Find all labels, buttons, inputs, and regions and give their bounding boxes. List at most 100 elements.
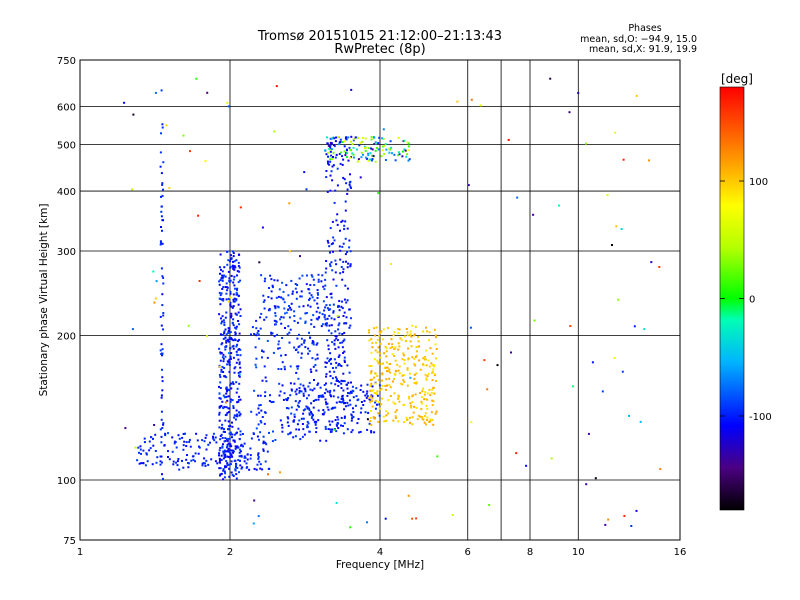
data-point — [260, 421, 263, 424]
data-point — [328, 163, 331, 166]
data-point — [258, 411, 261, 414]
data-point — [233, 367, 236, 370]
data-point — [361, 136, 364, 139]
data-point — [377, 346, 380, 349]
data-point — [376, 403, 378, 406]
data-point — [343, 311, 346, 314]
data-point — [330, 324, 333, 327]
data-point — [286, 416, 289, 419]
data-point — [431, 364, 434, 367]
data-point — [295, 388, 298, 391]
data-point — [383, 352, 386, 355]
data-point — [218, 419, 221, 422]
data-point — [230, 449, 233, 452]
data-point — [394, 369, 397, 372]
data-point — [235, 463, 238, 466]
data-point — [327, 162, 329, 165]
data-point — [417, 414, 420, 417]
data-point — [393, 378, 396, 380]
data-point — [414, 325, 417, 328]
data-point — [367, 154, 370, 157]
data-point — [249, 454, 252, 457]
data-point — [329, 145, 332, 148]
data-point — [155, 280, 158, 283]
data-point — [229, 296, 232, 299]
data-point — [312, 418, 315, 421]
data-point — [252, 522, 255, 525]
data-point — [369, 420, 372, 422]
data-point — [223, 321, 226, 324]
data-point — [284, 327, 286, 329]
data-point — [285, 407, 288, 409]
data-point — [302, 394, 305, 397]
data-point — [219, 438, 222, 441]
data-point — [293, 346, 296, 349]
data-point — [255, 413, 258, 416]
data-point — [327, 151, 330, 154]
data-point — [220, 277, 223, 280]
data-point — [379, 356, 382, 359]
data-point — [315, 369, 318, 372]
data-point — [397, 420, 400, 423]
data-point — [337, 135, 340, 138]
data-point — [329, 160, 332, 163]
data-point — [348, 326, 351, 329]
phases-heading: Phases — [628, 23, 661, 34]
data-point — [419, 415, 421, 418]
data-point — [364, 137, 367, 140]
x-tick-label: 16 — [674, 547, 687, 558]
data-point — [178, 468, 181, 471]
data-point — [255, 427, 258, 430]
y-tick-label: 600 — [57, 103, 76, 114]
data-point — [278, 347, 281, 350]
data-point — [339, 138, 342, 141]
data-point — [321, 394, 324, 397]
data-point — [328, 420, 331, 423]
data-point — [317, 280, 320, 283]
data-point — [403, 362, 406, 365]
data-point — [237, 303, 240, 306]
data-point — [303, 171, 306, 174]
data-point — [411, 356, 414, 359]
data-point — [378, 401, 381, 403]
data-point — [220, 454, 223, 457]
data-point — [622, 158, 625, 161]
data-point — [412, 394, 414, 397]
data-point — [338, 322, 341, 325]
data-point — [214, 436, 217, 439]
data-point — [403, 139, 406, 142]
data-point — [218, 392, 221, 395]
data-point — [347, 392, 349, 394]
data-point — [333, 339, 336, 342]
data-point — [265, 316, 268, 319]
data-point — [238, 323, 241, 326]
data-point — [234, 418, 237, 421]
data-point — [161, 275, 164, 278]
data-point — [335, 284, 338, 287]
data-point — [238, 374, 240, 377]
data-point — [238, 437, 241, 440]
data-point — [236, 288, 238, 291]
data-point — [159, 349, 162, 352]
data-point — [385, 148, 388, 151]
data-point — [260, 409, 263, 412]
data-point — [425, 326, 427, 329]
data-point — [220, 370, 223, 373]
data-point — [434, 343, 437, 346]
data-point — [312, 406, 315, 409]
data-point — [259, 327, 262, 330]
data-point — [336, 223, 339, 226]
data-point — [380, 387, 383, 390]
data-point — [430, 391, 433, 394]
data-point — [225, 460, 228, 462]
data-point — [218, 449, 221, 452]
data-point — [253, 467, 256, 470]
data-point — [327, 241, 330, 244]
data-point — [332, 310, 335, 313]
data-point — [333, 239, 336, 242]
data-point — [420, 408, 423, 411]
data-point — [219, 352, 222, 355]
data-point — [266, 356, 269, 359]
data-point — [282, 398, 285, 401]
